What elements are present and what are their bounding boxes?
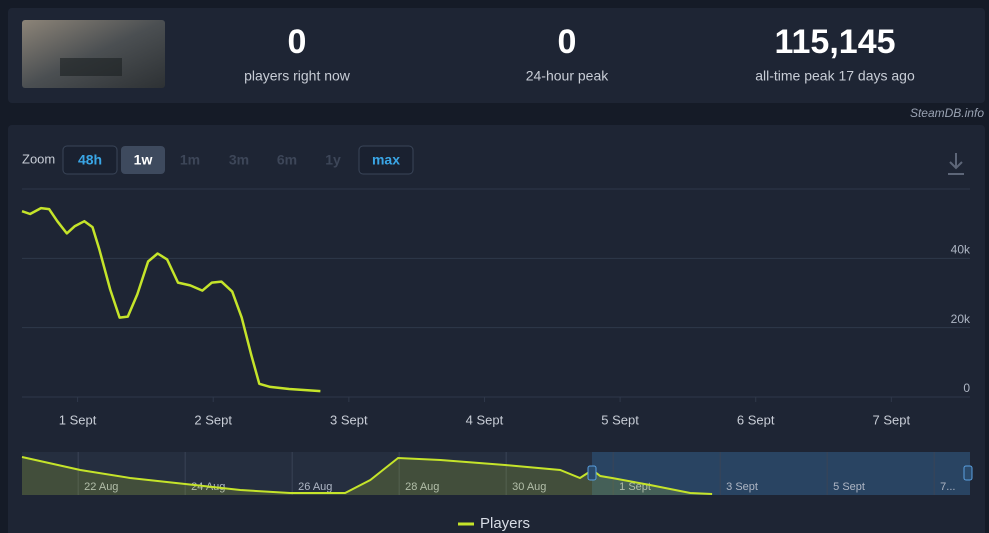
zoom-button[interactable]: 1m — [180, 152, 200, 168]
zoom-buttons: 48h 1w 1m 3m 6m 1y max — [62, 145, 414, 175]
x-tick-label: 3 Sept — [330, 412, 368, 427]
x-tick-label: 2 Sept — [194, 412, 232, 427]
zoom-button[interactable]: 3m — [229, 152, 249, 168]
y-tick-label: 0 — [963, 381, 970, 395]
x-tick-label: 5 Sept — [833, 481, 865, 493]
x-tick-label: 6 Sept — [737, 412, 775, 427]
series-line — [21, 456, 713, 495]
x-tick-label: 1 Sept — [59, 412, 97, 427]
x-tick-label: 3 Sept — [726, 481, 758, 493]
stat-label: 24-hour peak — [526, 68, 610, 84]
download-icon[interactable] — [948, 153, 964, 175]
zoom-button[interactable]: 1y — [325, 152, 341, 168]
stat-label: all-time peak 17 days ago — [755, 68, 915, 84]
chart-panel — [8, 125, 985, 533]
zoom-label: Zoom — [22, 151, 55, 166]
stat-value: 115,145 — [774, 23, 895, 61]
zoom-button[interactable]: 48h — [78, 152, 102, 168]
navigator-handle[interactable] — [587, 465, 597, 481]
zoom-button-frame[interactable] — [358, 145, 414, 175]
zoom-button-frame[interactable] — [62, 145, 118, 175]
game-thumbnail[interactable] — [22, 20, 165, 88]
x-tick-label: 30 Aug — [512, 481, 546, 493]
x-tick-label: 22 Aug — [84, 481, 118, 493]
zoom-button[interactable]: 6m — [277, 152, 297, 168]
x-tick-label: 7 Sept — [873, 412, 911, 427]
x-tick-label: 5 Sept — [601, 412, 639, 427]
x-tick-label: 7... — [940, 481, 955, 493]
zoom-button[interactable]: max — [372, 152, 400, 168]
source-label[interactable]: SteamDB.info — [910, 106, 984, 120]
y-tick-label: 40k — [951, 243, 971, 257]
zoom-button-frame[interactable] — [121, 146, 165, 174]
stat-label: players right now — [244, 68, 351, 84]
navigator-selection[interactable] — [592, 452, 970, 495]
x-tick-label: 4 Sept — [466, 412, 504, 427]
stats-panel — [8, 8, 985, 103]
zoom-button[interactable]: 1w — [134, 152, 153, 168]
x-tick-label: 28 Aug — [405, 481, 439, 493]
stat-value: 0 — [288, 23, 307, 61]
navigator-handle[interactable] — [963, 465, 973, 481]
legend-label[interactable]: Players — [480, 515, 530, 532]
x-tick-label: 26 Aug — [298, 481, 332, 493]
y-tick-label: 20k — [951, 312, 971, 326]
thumbnail-logo — [60, 58, 122, 76]
stat-value: 0 — [558, 23, 577, 61]
series-line — [21, 206, 321, 393]
